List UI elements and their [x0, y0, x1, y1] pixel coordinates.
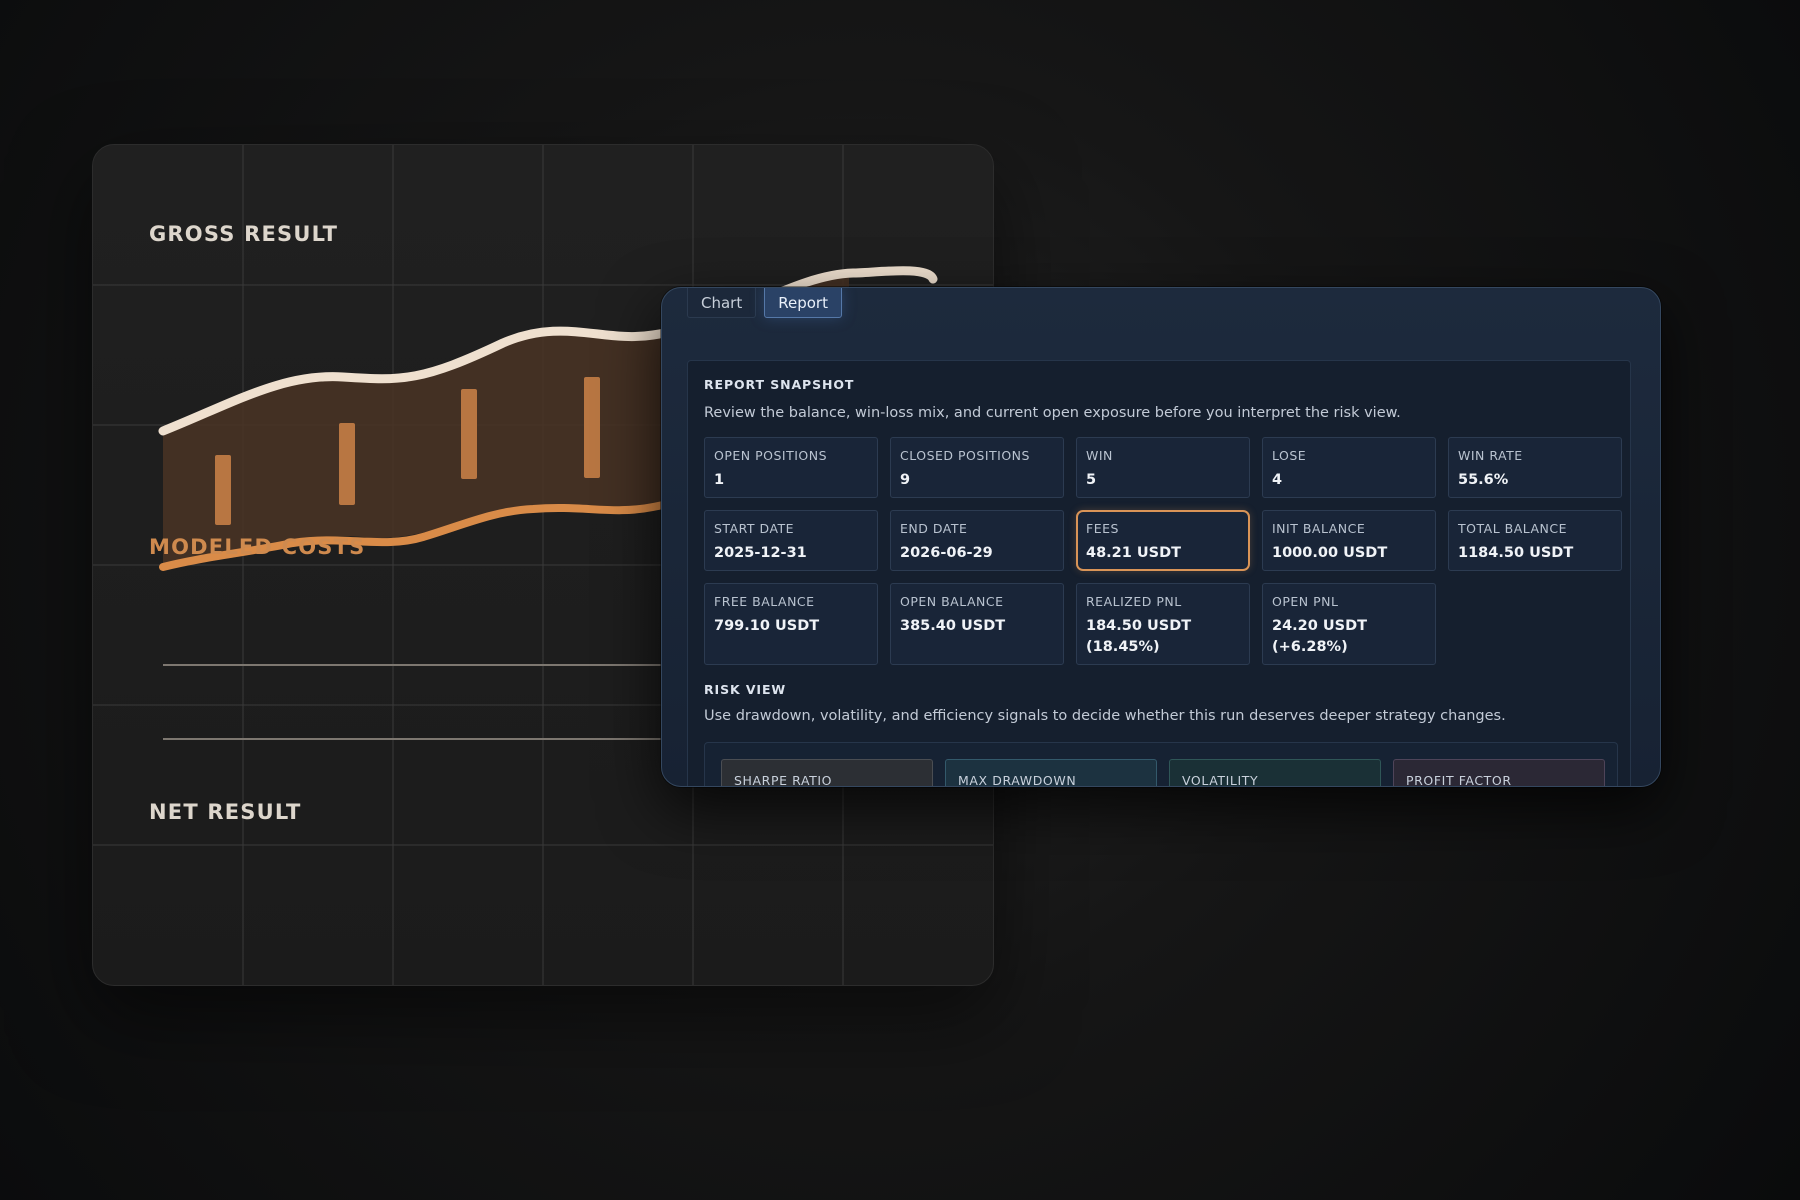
stat-label: LOSE [1272, 448, 1307, 463]
stat-value: 1 [714, 472, 725, 488]
stat-label: REALIZED PNL [1086, 594, 1182, 609]
risk-card-profit-factor[interactable]: PROFIT FACTOR [1393, 759, 1605, 786]
stat-label: WIN RATE [1458, 448, 1523, 463]
stat-lose: LOSE 4 [1262, 437, 1436, 498]
risk-card-max-drawdown[interactable]: MAX DRAWDOWN [945, 759, 1157, 786]
stat-open-balance: OPEN BALANCE 385.40 USDT [890, 583, 1064, 665]
stat-value: 1000.00 USDT [1272, 545, 1388, 561]
stat-end-date: END DATE 2026-06-29 [890, 510, 1064, 571]
stat-total-balance: TOTAL BALANCE 1184.50 USDT [1448, 510, 1622, 571]
stat-label: OPEN PNL [1272, 594, 1339, 609]
stat-fees: FEES 48.21 USDT [1076, 510, 1250, 571]
stat-open-pnl: OPEN PNL 24.20 USDT (+6.28%) [1262, 583, 1436, 665]
stat-label: FEES [1086, 521, 1119, 536]
tab-report[interactable]: Report [764, 288, 842, 318]
stat-label: END DATE [900, 521, 968, 536]
stat-init-balance: INIT BALANCE 1000.00 USDT [1262, 510, 1436, 571]
report-snapshot-title: REPORT SNAPSHOT [704, 377, 855, 392]
net-result-label: NET RESULT [149, 800, 302, 824]
stat-open-positions: OPEN POSITIONS 1 [704, 437, 878, 498]
stat-value: 48.21 USDT [1086, 545, 1182, 561]
gross-line [158, 266, 938, 436]
stat-value: 4 [1272, 472, 1283, 488]
stat-label: WIN [1086, 448, 1113, 463]
stat-value: 184.50 USDT (18.45%) [1086, 618, 1192, 655]
risk-view-description: Use drawdown, volatility, and efficiency… [704, 708, 1506, 724]
stat-value: 1184.50 USDT [1458, 545, 1574, 561]
stat-start-date: START DATE 2025-12-31 [704, 510, 878, 571]
report-panel: REPORT SNAPSHOT Review the balance, win-… [687, 360, 1631, 786]
risk-view-title: RISK VIEW [704, 682, 787, 697]
report-snapshot-description: Review the balance, win-loss mix, and cu… [704, 405, 1401, 421]
stat-value: 24.20 USDT (+6.28%) [1272, 618, 1368, 655]
cost-bar [339, 423, 355, 505]
stat-label: TOTAL BALANCE [1458, 521, 1568, 536]
risk-card-volatility[interactable]: VOLATILITY [1169, 759, 1381, 786]
stat-value: 9 [900, 472, 911, 488]
view-tabs: Chart Report [687, 288, 842, 318]
tab-chart[interactable]: Chart [687, 288, 757, 318]
stat-win-rate: WIN RATE 55.6% [1448, 437, 1622, 498]
stat-label: START DATE [714, 521, 795, 536]
risk-card-sharpe-ratio[interactable]: SHARPE RATIO [721, 759, 933, 786]
stat-value: 2025-12-31 [714, 545, 807, 561]
stat-value: 5 [1086, 472, 1097, 488]
cost-bar [584, 377, 600, 478]
gross-result-label: GROSS RESULT [149, 222, 339, 246]
stat-label: INIT BALANCE [1272, 521, 1366, 536]
risk-cards: SHARPE RATIO MAX DRAWDOWN VOLATILITY PRO… [704, 742, 1618, 786]
stat-realized-pnl: REALIZED PNL 184.50 USDT (18.45%) [1076, 583, 1250, 665]
stat-value: 799.10 USDT [714, 618, 820, 634]
report-window: Chart Report REPORT SNAPSHOT Review the … [661, 287, 1661, 787]
stat-win: WIN 5 [1076, 437, 1250, 498]
stat-label: OPEN BALANCE [900, 594, 1004, 609]
cost-bar [461, 389, 477, 479]
stat-value: 385.40 USDT [900, 618, 1006, 634]
modeled-costs-label: MODELED COSTS [149, 535, 366, 559]
cost-bar [215, 455, 231, 525]
stat-value: 2026-06-29 [900, 545, 993, 561]
stat-value: 55.6% [1458, 472, 1509, 488]
stat-closed-positions: CLOSED POSITIONS 9 [890, 437, 1064, 498]
stat-free-balance: FREE BALANCE 799.10 USDT [704, 583, 878, 665]
stat-label: FREE BALANCE [714, 594, 815, 609]
stat-label: OPEN POSITIONS [714, 448, 828, 463]
stat-label: CLOSED POSITIONS [900, 448, 1030, 463]
